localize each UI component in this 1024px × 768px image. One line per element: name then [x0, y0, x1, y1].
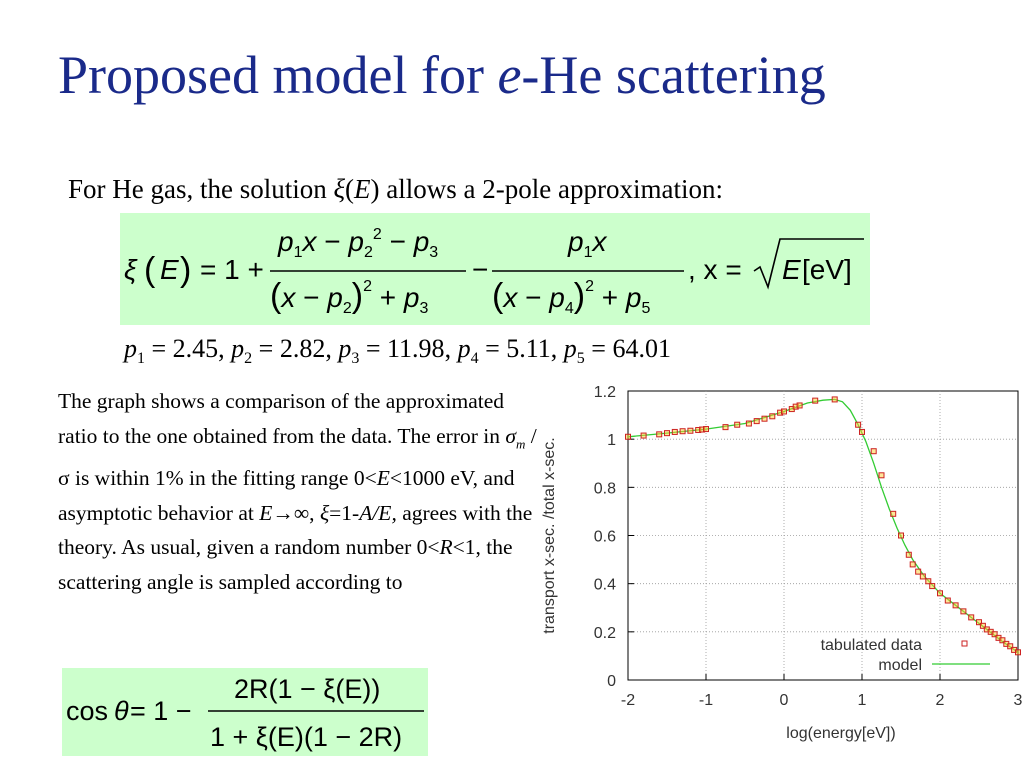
svg-text:(x − p2)2 + p3: (x − p2)2 + p3 — [270, 277, 428, 317]
x-tick-label: 3 — [1014, 692, 1023, 709]
param-p4: 5.11 — [506, 334, 551, 363]
y-axis-label: transport x-sec. /total x-sec. — [541, 437, 558, 634]
x-tick-label: 1 — [858, 692, 867, 709]
eq-lhs-xi: ξ — [124, 254, 138, 285]
data-point — [769, 413, 776, 420]
legend: tabulated data model — [821, 637, 990, 674]
y-tick-label: 0.8 — [594, 480, 616, 497]
data-point — [664, 430, 670, 437]
svg-text:p1x: p1x — [567, 226, 607, 261]
x-tick-label: 0 — [780, 692, 789, 709]
y-tick-label: 0.6 — [594, 529, 616, 546]
y-tick-label: 0 — [607, 673, 616, 690]
param-p3: 11.98 — [387, 334, 445, 363]
data-point — [999, 637, 1006, 644]
y-tick-label: 0.2 — [594, 625, 616, 642]
data-point — [812, 397, 819, 404]
data-point — [991, 631, 998, 638]
x-tick-label: -1 — [699, 692, 713, 709]
description-paragraph: The graph shows a comparison of the appr… — [58, 389, 537, 594]
eq2-numerator: 2R(1 − ξ(E)) — [234, 674, 380, 704]
ticks: 0 0.2 0.4 0.6 0.8 1 1.2 -2 -1 0 1 2 3 — [594, 384, 1023, 709]
param-p2: 2.82 — [279, 334, 326, 363]
eq2-one-minus: = 1 − — [130, 696, 192, 726]
data-point — [831, 396, 838, 403]
data-point — [898, 532, 904, 539]
legend-symbol-tabulated — [961, 640, 968, 647]
intro-text: For He gas, the solution ξ(E) allows a 2… — [68, 174, 723, 204]
data-point — [909, 561, 916, 568]
data-point — [952, 602, 959, 609]
data-point — [890, 510, 897, 517]
data-point — [745, 420, 752, 427]
eq-sqrt-e: E — [782, 254, 801, 285]
data-point — [859, 428, 865, 435]
y-tick-label: 0.4 — [594, 577, 616, 594]
data-points — [625, 396, 1021, 656]
data-point — [679, 428, 686, 435]
xi-equation-box: ξ ( E ) = 1 + p1x − p22 − p3 (x − p2)2 +… — [120, 213, 870, 325]
xi-equation: ξ ( E ) = 1 + p1x − p22 − p3 (x − p2)2 +… — [124, 226, 864, 317]
model-line — [627, 398, 1019, 653]
data-point — [656, 431, 663, 438]
data-point — [929, 583, 936, 590]
x-tick-label: 2 — [936, 692, 945, 709]
data-point — [944, 597, 951, 604]
data-point — [640, 432, 647, 439]
eq-x-def: , x = — [688, 254, 742, 285]
data-point — [915, 568, 922, 575]
data-point — [937, 590, 943, 597]
cos-theta-equation: cos θ = 1 − 2R(1 − ξ(E)) 1 + ξ(E)(1 − 2R… — [66, 674, 424, 752]
data-point — [925, 578, 932, 585]
eq2-denominator: 1 + ξ(E)(1 − 2R) — [210, 722, 402, 752]
data-point — [687, 427, 694, 434]
legend-label-model: model — [878, 657, 922, 674]
data-point — [796, 402, 803, 409]
x-tick-label: -2 — [621, 692, 635, 709]
data-point — [919, 573, 926, 580]
data-point — [855, 421, 862, 428]
data-point — [968, 614, 975, 621]
data-point — [625, 433, 631, 440]
x-axis-label: log(energy[eV]) — [786, 725, 895, 742]
eq-lhs-e: E — [160, 254, 179, 285]
data-point — [960, 608, 967, 615]
svg-text:(: ( — [144, 251, 156, 289]
data-point — [979, 622, 986, 629]
data-point — [753, 418, 760, 425]
eq2-cos: cos — [66, 696, 108, 726]
eq-minus: − — [472, 254, 488, 285]
data-point — [671, 428, 678, 435]
data-point — [761, 415, 768, 422]
y-tick-label: 1.2 — [594, 384, 616, 401]
svg-text:p1x − p22 − p3: p1x − p22 − p3 — [277, 226, 438, 261]
eq2-theta: θ — [114, 696, 129, 726]
data-point — [722, 424, 729, 431]
y-tick-label: 1 — [607, 432, 616, 449]
param-p5: 64.01 — [612, 334, 671, 363]
data-point — [703, 426, 709, 433]
svg-text:): ) — [180, 251, 191, 289]
fit-parameters: p1 = 2.45, p2 = 2.82, p3 = 11.98, p4 = 5… — [124, 334, 671, 368]
data-point — [734, 421, 741, 428]
grid — [628, 391, 1018, 680]
slide-title: Proposed model for e-He scattering — [58, 45, 826, 105]
param-p1: 2.45 — [172, 334, 219, 363]
data-point — [878, 472, 885, 479]
data-point — [1015, 649, 1021, 656]
data-point — [905, 551, 912, 558]
legend-label-tabulated: tabulated data — [821, 637, 923, 654]
ratio-chart: 0 0.2 0.4 0.6 0.8 1 1.2 -2 -1 0 1 2 3 transport x-se… — [541, 384, 1023, 742]
svg-text:(x − p4)2 + p5: (x − p4)2 + p5 — [492, 277, 650, 317]
data-point — [976, 619, 982, 626]
eq-sqrt-unit: [eV] — [802, 254, 852, 285]
cos-theta-equation-box: cos θ = 1 − 2R(1 − ξ(E)) 1 + ξ(E)(1 − 2R… — [62, 668, 428, 756]
data-point — [870, 448, 877, 455]
eq-one-plus: = 1 + — [200, 254, 264, 285]
data-point — [1007, 643, 1014, 650]
data-point — [781, 408, 787, 415]
